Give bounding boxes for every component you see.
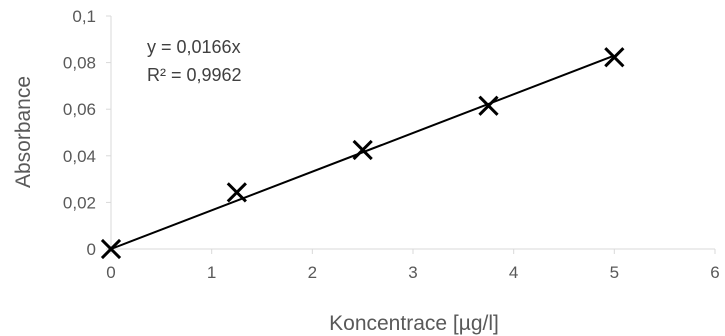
x-axis-title: Koncentrace [µg/l] [329, 312, 499, 335]
data-point-stroke [100, 238, 122, 260]
data-point [352, 139, 373, 161]
y-tick-label: 0,04 [63, 147, 96, 166]
y-axis-title: Absorbance [12, 76, 35, 188]
data-point [100, 238, 122, 260]
y-tick-label: 0 [87, 240, 96, 259]
x-tick-label: 5 [610, 263, 619, 282]
x-tick-label: 4 [509, 263, 518, 282]
trendline-r-squared: R² = 0,9962 [147, 65, 242, 85]
trendline [110, 54, 615, 250]
trendline-group [110, 54, 615, 250]
data-point-stroke [352, 139, 373, 161]
data-point-stroke [604, 47, 625, 68]
data-point [226, 182, 247, 203]
x-tick-label: 1 [207, 263, 216, 282]
data-points [100, 47, 625, 260]
y-tick-label: 0,08 [63, 54, 96, 73]
trendline-equation: y = 0,0166x [147, 37, 241, 57]
data-point-stroke [226, 182, 247, 203]
data-point [604, 47, 625, 68]
data-point-stroke [478, 95, 499, 116]
x-tick-label: 6 [710, 263, 719, 282]
x-tick-label: 2 [308, 263, 317, 282]
y-tick-label: 0,1 [72, 7, 96, 26]
x-tick-label: 0 [106, 263, 115, 282]
y-tick-label: 0,02 [63, 193, 96, 212]
x-tick-label: 3 [408, 263, 417, 282]
data-point [478, 95, 499, 116]
y-tick-labels: 0 0,02 0,04 0,06 0,08 0,1 [63, 7, 111, 259]
x-tick-labels: 0 1 2 3 4 5 6 [106, 249, 720, 282]
y-tick-label: 0,06 [63, 100, 96, 119]
